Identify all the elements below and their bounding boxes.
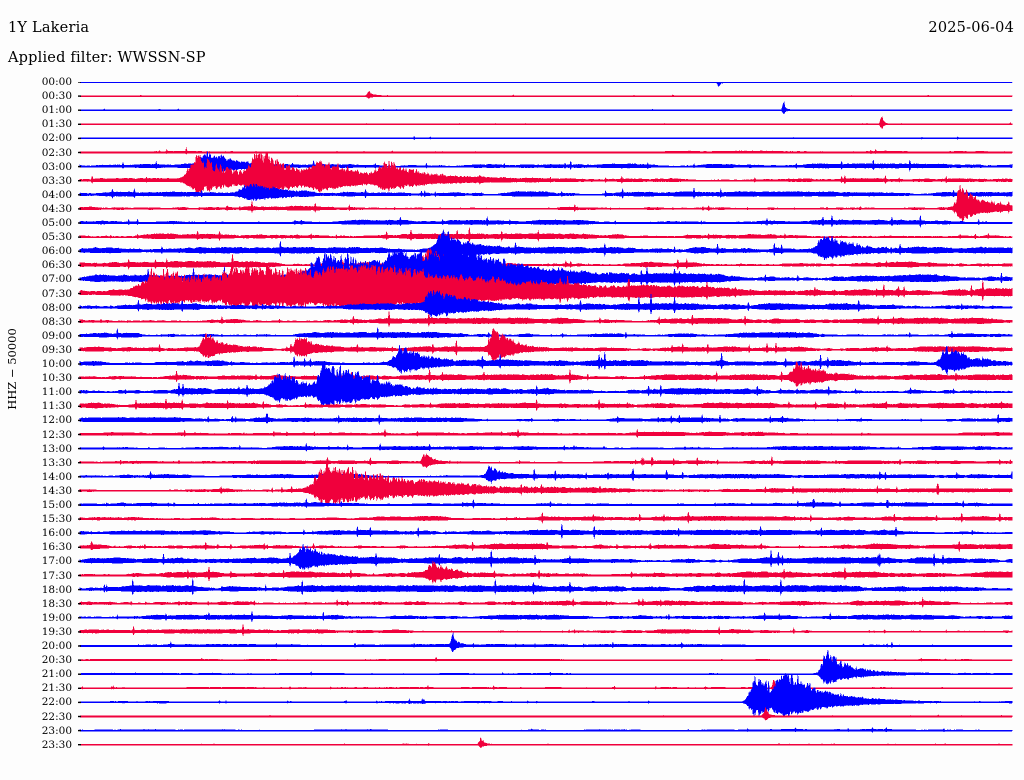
time-tick-label: 19:00 <box>41 611 72 624</box>
seismic-trace <box>79 706 1013 721</box>
seismic-trace <box>79 737 1013 749</box>
seismic-trace <box>79 116 1013 130</box>
seismic-trace <box>79 399 1013 412</box>
seismic-trace <box>79 560 1013 584</box>
seismic-trace <box>79 524 1013 539</box>
time-tick-label: 00:00 <box>41 76 72 88</box>
time-tick-label: 23:00 <box>41 724 72 737</box>
time-tick-label: 11:00 <box>41 386 72 399</box>
seismic-trace <box>79 101 1013 115</box>
time-tick-label: 13:30 <box>41 456 72 469</box>
seismic-trace <box>79 327 1013 341</box>
helicorder-plot <box>78 82 1018 760</box>
time-tick-label: 07:30 <box>41 287 72 300</box>
time-tick-label: 21:30 <box>41 682 72 695</box>
time-tick-label: 06:00 <box>41 245 72 258</box>
seismic-trace <box>79 498 1013 509</box>
seismic-trace <box>79 362 1013 407</box>
time-tick-label: 13:00 <box>41 442 72 455</box>
time-tick-label: 02:30 <box>41 146 72 159</box>
seismic-trace <box>79 344 1013 376</box>
time-tick-label: 04:00 <box>41 188 72 201</box>
time-tick-label: 04:30 <box>41 202 72 215</box>
seismic-trace <box>79 453 1013 468</box>
time-tick-label: 06:30 <box>41 259 72 272</box>
time-tick-label: 01:30 <box>41 118 72 131</box>
seismic-trace <box>79 229 1013 264</box>
seismic-trace <box>79 578 1013 596</box>
seismic-trace <box>79 632 1013 653</box>
seismic-trace <box>79 413 1013 425</box>
seismic-trace <box>79 185 1013 222</box>
trace-canvas <box>78 82 1013 749</box>
time-tick-label: 22:30 <box>41 710 72 723</box>
seismic-trace <box>79 182 1013 202</box>
time-tick-label: 10:00 <box>41 358 72 370</box>
seismic-trace <box>79 544 1013 571</box>
time-tick-label: 03:30 <box>41 174 72 187</box>
time-tick-label: 17:00 <box>41 555 72 568</box>
time-tick-label: 14:00 <box>41 470 72 483</box>
time-tick-label: 11:30 <box>41 400 72 413</box>
seismic-trace <box>79 540 1013 553</box>
seismic-trace <box>79 597 1013 608</box>
seismic-trace <box>79 428 1013 439</box>
time-tick-label: 16:00 <box>41 527 72 540</box>
seismic-trace <box>79 624 1013 637</box>
time-tick-label: 00:30 <box>41 90 72 103</box>
seismic-trace <box>79 227 1013 243</box>
record-date: 2025-06-04 <box>928 20 1014 36</box>
time-tick-label: 01:00 <box>41 104 72 117</box>
time-tick-label: 09:00 <box>41 329 72 342</box>
time-tick-label: 05:30 <box>41 231 72 244</box>
seismic-trace <box>79 462 1013 506</box>
time-tick-label: 21:00 <box>41 668 72 681</box>
time-tick-label: 07:00 <box>41 273 72 286</box>
seismic-trace <box>79 147 1013 155</box>
time-tick-label: 19:30 <box>41 625 72 638</box>
time-tick-label: 18:00 <box>41 583 72 596</box>
time-tick-label: 09:30 <box>41 343 72 356</box>
time-tick-label: 18:30 <box>41 597 72 610</box>
time-tick-label: 08:00 <box>41 301 72 314</box>
seismic-trace <box>79 328 1013 363</box>
applied-filter-label: Applied filter: WWSSN-SP <box>8 50 206 66</box>
time-tick-label: 15:00 <box>41 499 72 511</box>
time-tick-label: 17:30 <box>41 569 72 582</box>
seismic-trace <box>79 91 1013 99</box>
station-title: 1Y Lakeria <box>8 20 90 36</box>
seismic-trace <box>79 511 1013 524</box>
time-tick-label: 22:00 <box>41 696 72 709</box>
time-tick-label: 03:00 <box>41 160 72 173</box>
time-tick-label: 02:00 <box>41 132 72 145</box>
time-tick-label: 20:30 <box>41 654 72 667</box>
time-tick-label: 12:00 <box>41 414 72 427</box>
seismic-trace <box>79 672 1013 717</box>
time-tick-label: 08:30 <box>41 315 72 328</box>
time-tick-label: 23:30 <box>41 738 72 751</box>
time-tick-label: 05:00 <box>41 217 72 229</box>
seismic-trace <box>79 215 1013 228</box>
time-tick-label: 15:30 <box>41 513 72 526</box>
time-axis-ticks: 00:00 00:30 01:00 01:30 02:00 02:30 03:00 03:30… <box>0 0 78 780</box>
seismic-trace <box>79 650 1013 685</box>
seismic-trace <box>79 611 1013 623</box>
seismic-trace <box>79 311 1013 327</box>
seismic-trace <box>79 264 1013 309</box>
time-tick-label: 12:30 <box>41 428 72 441</box>
time-tick-label: 14:30 <box>41 484 72 497</box>
time-tick-label: 20:00 <box>41 640 72 652</box>
seismic-trace <box>79 465 1013 484</box>
seismic-trace <box>79 442 1013 452</box>
time-tick-label: 10:30 <box>41 372 72 385</box>
time-tick-label: 16:30 <box>41 541 72 554</box>
seismic-trace <box>79 680 1013 693</box>
